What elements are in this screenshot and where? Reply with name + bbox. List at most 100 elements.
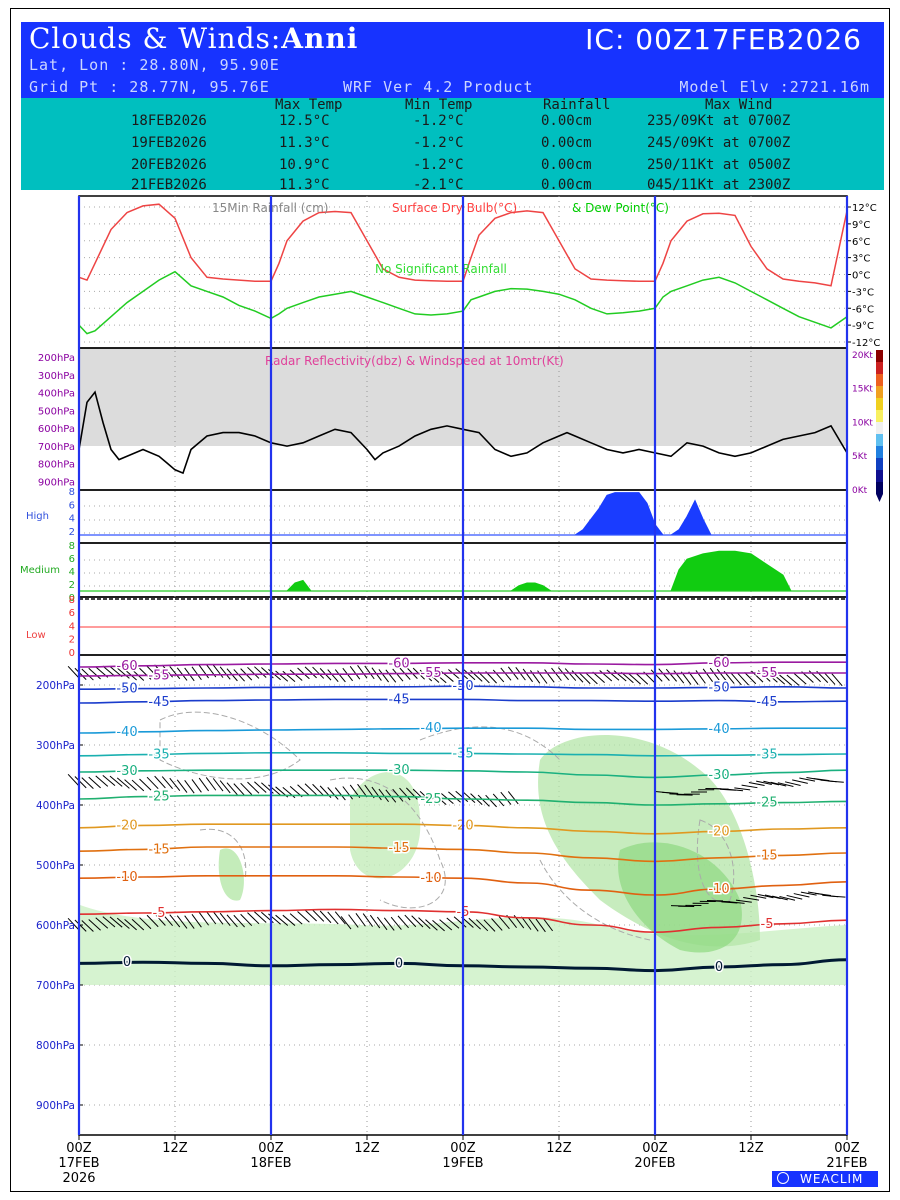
- wind-barb: [169, 914, 181, 928]
- wind-barb: [161, 776, 173, 790]
- wind-barb: [744, 671, 757, 685]
- wind-barb: [551, 667, 562, 681]
- wind-barb: [254, 911, 267, 923]
- isotherm-label: -50: [708, 680, 729, 695]
- wind-barb: [535, 918, 546, 933]
- wind-barb: [139, 917, 152, 930]
- medium-cloud-tick: 0: [69, 593, 75, 604]
- time-tick: 12Z: [546, 1141, 572, 1156]
- wind-barb: [737, 672, 749, 686]
- wind-barb: [491, 918, 503, 931]
- radar-colorbar-cell: [876, 470, 883, 482]
- wind-barb: [628, 673, 641, 685]
- time-tick: 00Z: [66, 1141, 92, 1156]
- wind-barb: [777, 782, 794, 787]
- wind-barb: [662, 791, 679, 794]
- radar-colorbar-cell: [876, 482, 883, 494]
- radar-pressure-tick: 200hPa: [38, 353, 75, 364]
- wind-barb: [418, 917, 431, 929]
- wind-barb: [730, 672, 742, 686]
- row-date: 21FEB2026: [131, 177, 207, 193]
- isotherm-label: -50: [116, 682, 137, 697]
- wind-barb: [95, 775, 109, 787]
- isotherm-label: -60: [388, 656, 409, 671]
- time-tick: 00Z: [834, 1141, 860, 1156]
- wind-barb: [116, 777, 130, 789]
- time-date-label: 20FEB: [634, 1156, 675, 1171]
- time-tick: 00Z: [642, 1141, 668, 1156]
- isotherm-label: -35: [756, 748, 777, 763]
- wind-barb: [191, 779, 202, 793]
- day-separators: [77, 196, 849, 1135]
- radar-series: [78, 390, 848, 475]
- wind-barb: [184, 915, 195, 929]
- wind-barb: [770, 781, 787, 787]
- wind-barb: [392, 788, 404, 802]
- row-min-temp: -1.2°C: [413, 157, 464, 173]
- isotherm-label: -10: [116, 870, 137, 885]
- row-max-wind: 235/09Kt at 0700Z: [647, 113, 791, 129]
- wind-barb: [585, 672, 598, 685]
- chart-frame: [10, 8, 890, 1192]
- wind-barb: [88, 919, 101, 931]
- isotherm-label: -55: [756, 666, 777, 681]
- wind-barb: [448, 669, 461, 681]
- wind-barb: [716, 668, 728, 683]
- wind-barb: [439, 919, 453, 931]
- wind-barb: [198, 912, 210, 926]
- isotherm-label: -30: [388, 763, 409, 778]
- wind-barb: [319, 910, 332, 924]
- header-banner: Clouds & Winds:Anni IC: 00Z17FEB2026 Lat…: [21, 22, 884, 98]
- medium-cloud-tick: 6: [69, 554, 75, 565]
- wind-barb: [247, 912, 260, 925]
- wind-barb: [376, 916, 388, 931]
- isotherm-label: -5: [153, 906, 166, 921]
- wind-barb: [219, 780, 231, 794]
- isotherm-label: -15: [148, 842, 169, 857]
- row-date: 18FEB2026: [131, 113, 207, 129]
- wind-barb: [304, 666, 317, 679]
- radar-colorbar-cell: [876, 398, 883, 410]
- medium-cloud-area: [670, 550, 792, 592]
- wind-barb: [823, 672, 836, 685]
- wind-barb: [74, 776, 87, 789]
- low-cloud-tick: 8: [69, 595, 75, 606]
- radar-pressure-tick: 800hPa: [38, 460, 75, 471]
- wind-barb: [462, 791, 476, 803]
- radar-colorbar-cell: [876, 362, 883, 374]
- surface-y-tick: -6°C: [852, 304, 874, 315]
- wind-barb: [433, 793, 447, 805]
- isotherm-label: -5: [761, 917, 774, 932]
- wind-barb: [383, 917, 395, 931]
- surface-y-tick: 9°C: [852, 220, 870, 231]
- wind-barb: [399, 787, 411, 801]
- wind-barb: [131, 918, 145, 931]
- wind-barb: [289, 913, 303, 925]
- row-max-wind: 250/11Kt at 0500Z: [647, 157, 791, 173]
- wind-barb: [161, 913, 173, 927]
- wind-barb: [709, 667, 721, 682]
- col-max-temp: Max Temp: [275, 97, 343, 113]
- wind-barb: [764, 894, 781, 900]
- time-date-label: 17FEB: [58, 1156, 99, 1171]
- isotherm-label: 0: [395, 956, 403, 971]
- wind-barb: [544, 669, 555, 683]
- wind-barb: [606, 669, 620, 681]
- high-cloud-tick: 2: [69, 527, 75, 538]
- radar-colorbar-cell: [876, 458, 883, 470]
- humidity-area-cell: [218, 848, 244, 901]
- chart-title: Clouds & Winds:Anni: [29, 22, 358, 55]
- wind-barb: [191, 913, 202, 928]
- radar-speed-tick: 0Kt: [852, 486, 868, 496]
- wind-barb: [327, 911, 339, 925]
- wind-barb: [67, 665, 80, 679]
- col-rainfall: Rainfall: [543, 97, 611, 113]
- isotherm-label: -30: [708, 768, 729, 783]
- wind-barb: [665, 668, 677, 682]
- wind-barb: [485, 794, 497, 808]
- wind-barb: [483, 919, 496, 932]
- isotherm-label: -60: [708, 656, 729, 671]
- wind-barb: [304, 783, 317, 796]
- wind-barb: [419, 669, 433, 682]
